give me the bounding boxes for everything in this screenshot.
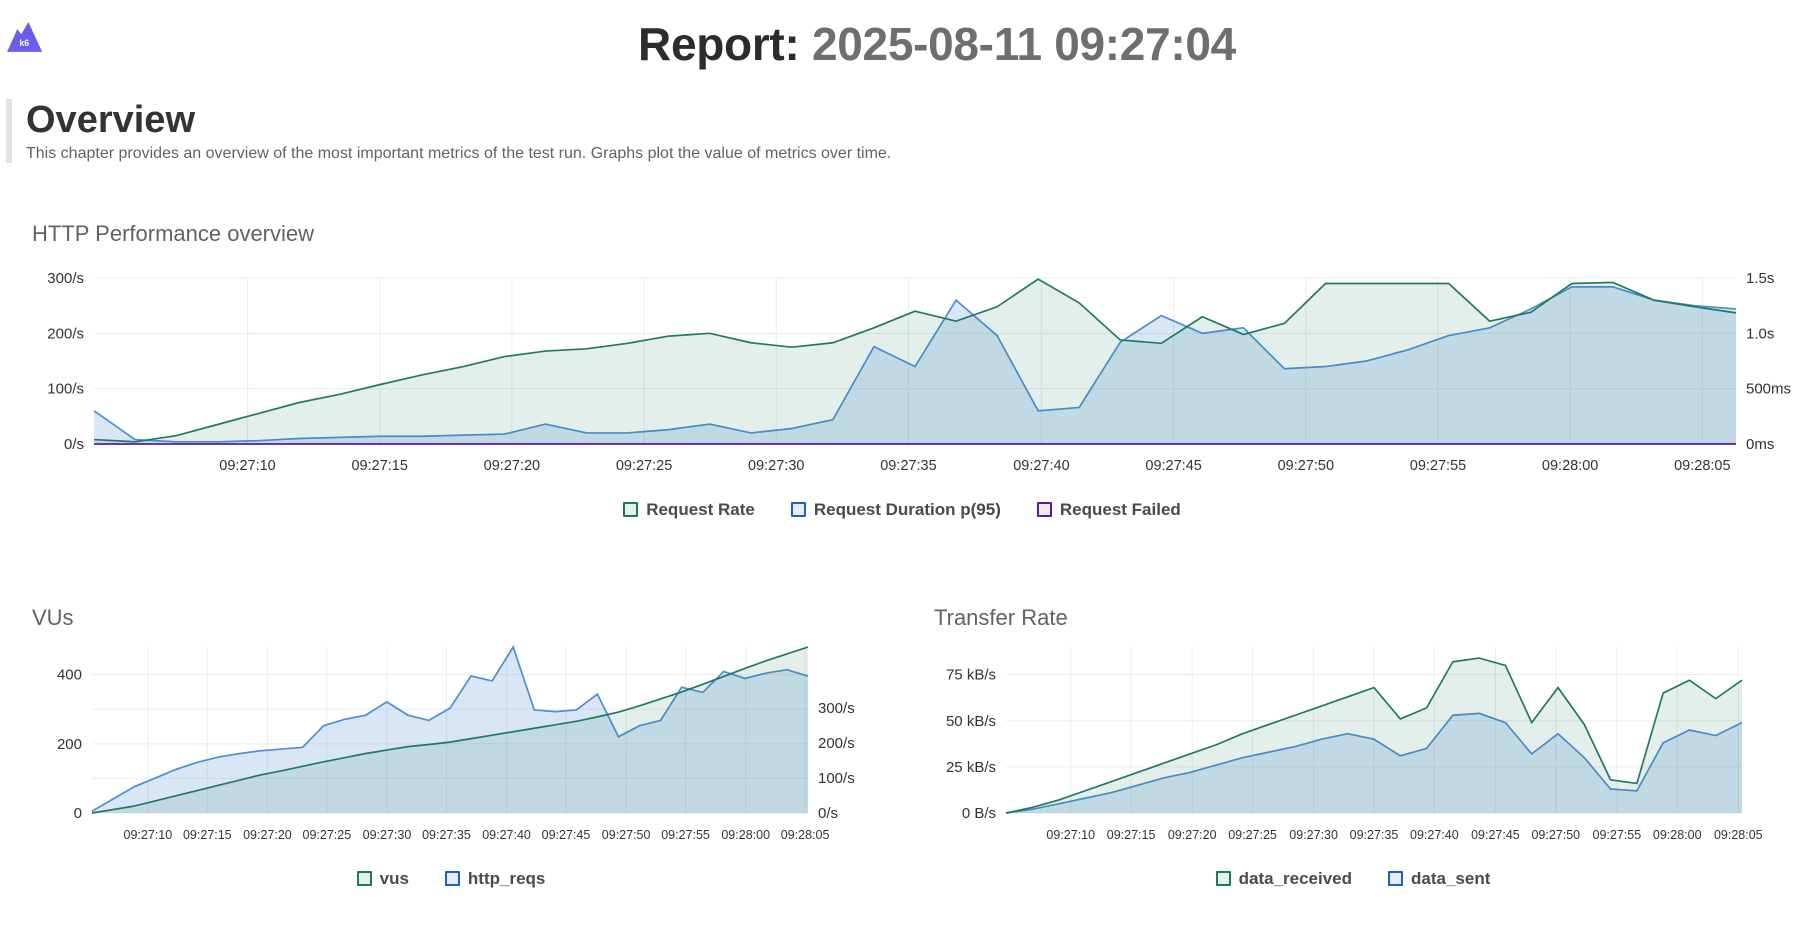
svg-text:09:27:45: 09:27:45 <box>1471 828 1520 842</box>
svg-text:09:27:30: 09:27:30 <box>748 458 804 474</box>
svg-text:0/s: 0/s <box>818 805 838 822</box>
svg-text:09:28:05: 09:28:05 <box>781 828 830 842</box>
svg-text:500ms: 500ms <box>1746 380 1791 397</box>
svg-text:09:27:40: 09:27:40 <box>1410 828 1459 842</box>
svg-text:09:27:25: 09:27:25 <box>303 828 352 842</box>
svg-text:09:27:20: 09:27:20 <box>484 458 540 474</box>
svg-text:09:28:00: 09:28:00 <box>1542 458 1598 474</box>
svg-text:100/s: 100/s <box>818 770 855 787</box>
svg-text:09:28:00: 09:28:00 <box>721 828 770 842</box>
svg-text:09:27:50: 09:27:50 <box>602 828 651 842</box>
svg-text:09:27:40: 09:27:40 <box>1013 458 1069 474</box>
svg-text:100/s: 100/s <box>47 380 84 397</box>
svg-text:09:27:35: 09:27:35 <box>880 458 936 474</box>
svg-text:300/s: 300/s <box>47 270 84 287</box>
svg-text:09:27:40: 09:27:40 <box>482 828 531 842</box>
svg-text:50 kB/s: 50 kB/s <box>946 712 996 729</box>
svg-text:09:27:10: 09:27:10 <box>1046 828 1095 842</box>
svg-text:200/s: 200/s <box>818 735 855 752</box>
svg-text:0ms: 0ms <box>1746 436 1774 453</box>
svg-text:75 kB/s: 75 kB/s <box>946 666 996 683</box>
svg-text:0: 0 <box>74 805 82 822</box>
svg-text:09:28:05: 09:28:05 <box>1674 458 1730 474</box>
svg-text:09:27:10: 09:27:10 <box>219 458 275 474</box>
svg-text:09:27:55: 09:27:55 <box>1410 458 1466 474</box>
svg-text:09:27:50: 09:27:50 <box>1278 458 1334 474</box>
svg-text:1.5s: 1.5s <box>1746 270 1774 287</box>
svg-text:09:27:45: 09:27:45 <box>1145 458 1201 474</box>
svg-text:09:27:10: 09:27:10 <box>124 828 173 842</box>
svg-text:09:27:25: 09:27:25 <box>1228 828 1277 842</box>
svg-text:09:27:35: 09:27:35 <box>422 828 471 842</box>
svg-text:09:27:45: 09:27:45 <box>542 828 591 842</box>
svg-text:09:27:15: 09:27:15 <box>351 458 407 474</box>
svg-text:09:27:20: 09:27:20 <box>1168 828 1217 842</box>
svg-text:1.0s: 1.0s <box>1746 325 1774 342</box>
svg-text:09:27:15: 09:27:15 <box>1107 828 1156 842</box>
svg-text:09:27:55: 09:27:55 <box>1593 828 1642 842</box>
svg-text:k6: k6 <box>19 38 29 48</box>
svg-text:09:28:00: 09:28:00 <box>1653 828 1702 842</box>
svg-text:09:28:05: 09:28:05 <box>1714 828 1763 842</box>
svg-text:200: 200 <box>57 736 82 753</box>
svg-text:25 kB/s: 25 kB/s <box>946 759 996 776</box>
svg-text:09:27:25: 09:27:25 <box>616 458 672 474</box>
svg-text:09:27:35: 09:27:35 <box>1350 828 1399 842</box>
svg-text:0/s: 0/s <box>64 436 84 453</box>
svg-text:300/s: 300/s <box>818 700 855 717</box>
svg-text:09:27:55: 09:27:55 <box>661 828 710 842</box>
svg-text:200/s: 200/s <box>47 325 84 342</box>
svg-text:09:27:15: 09:27:15 <box>183 828 232 842</box>
svg-text:09:27:50: 09:27:50 <box>1531 828 1580 842</box>
svg-text:0 B/s: 0 B/s <box>962 805 996 822</box>
svg-text:09:27:30: 09:27:30 <box>1289 828 1338 842</box>
svg-text:09:27:30: 09:27:30 <box>363 828 412 842</box>
svg-text:400: 400 <box>57 666 82 683</box>
svg-text:09:27:20: 09:27:20 <box>243 828 292 842</box>
